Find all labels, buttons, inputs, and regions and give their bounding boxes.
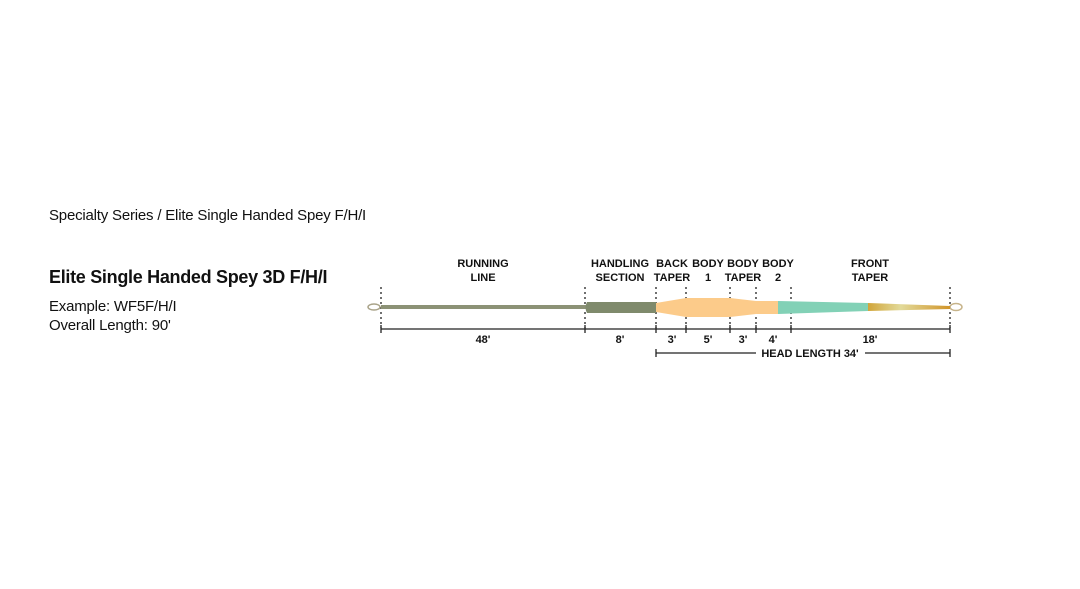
label-back-taper-2: TAPER <box>654 272 691 284</box>
label-body2-1: BODY <box>762 258 794 270</box>
label-handling-2: SECTION <box>596 272 645 284</box>
running-line-segment <box>381 305 587 309</box>
label-body-taper-2: TAPER <box>725 272 762 284</box>
dimension-line <box>380 325 951 333</box>
handling-section-segment <box>585 302 656 313</box>
section-labels: RUNNING LINE HANDLING SECTION BACK TAPER… <box>457 258 889 284</box>
label-back-taper-1: BACK <box>656 258 688 270</box>
tip-segment <box>868 303 950 311</box>
example-text: Example: WF5F/H/I <box>49 298 177 315</box>
head-length-line <box>655 349 951 357</box>
label-front-taper-2: TAPER <box>852 272 889 284</box>
label-body1-1: BODY <box>692 258 724 270</box>
length-body1: 5' <box>704 334 713 346</box>
front-loop <box>949 302 963 312</box>
rear-loop <box>367 303 381 311</box>
label-running-line-1: RUNNING <box>457 258 508 270</box>
label-running-line-2: LINE <box>470 272 495 284</box>
length-back-taper: 3' <box>668 334 677 346</box>
length-body2: 4' <box>769 334 778 346</box>
product-title: Elite Single Handed Spey 3D F/H/I <box>49 267 328 287</box>
label-body1-2: 1 <box>705 272 711 284</box>
length-body-taper: 3' <box>739 334 748 346</box>
label-front-taper-1: FRONT <box>851 258 889 270</box>
length-handling: 8' <box>616 334 625 346</box>
label-body-taper-1: BODY <box>727 258 759 270</box>
overall-length-text: Overall Length: 90' <box>49 317 171 334</box>
label-body2-2: 2 <box>775 272 781 284</box>
label-handling-1: HANDLING <box>591 258 649 270</box>
length-running-line: 48' <box>476 334 491 346</box>
front-taper-segment <box>778 301 868 314</box>
length-labels: 48' 8' 3' 5' 3' 4' 18' <box>476 334 878 346</box>
body-segment <box>656 298 778 317</box>
head-length-label: HEAD LENGTH 34' <box>761 348 859 360</box>
length-front-taper: 18' <box>863 334 878 346</box>
breadcrumb: Specialty Series / Elite Single Handed S… <box>49 207 367 224</box>
